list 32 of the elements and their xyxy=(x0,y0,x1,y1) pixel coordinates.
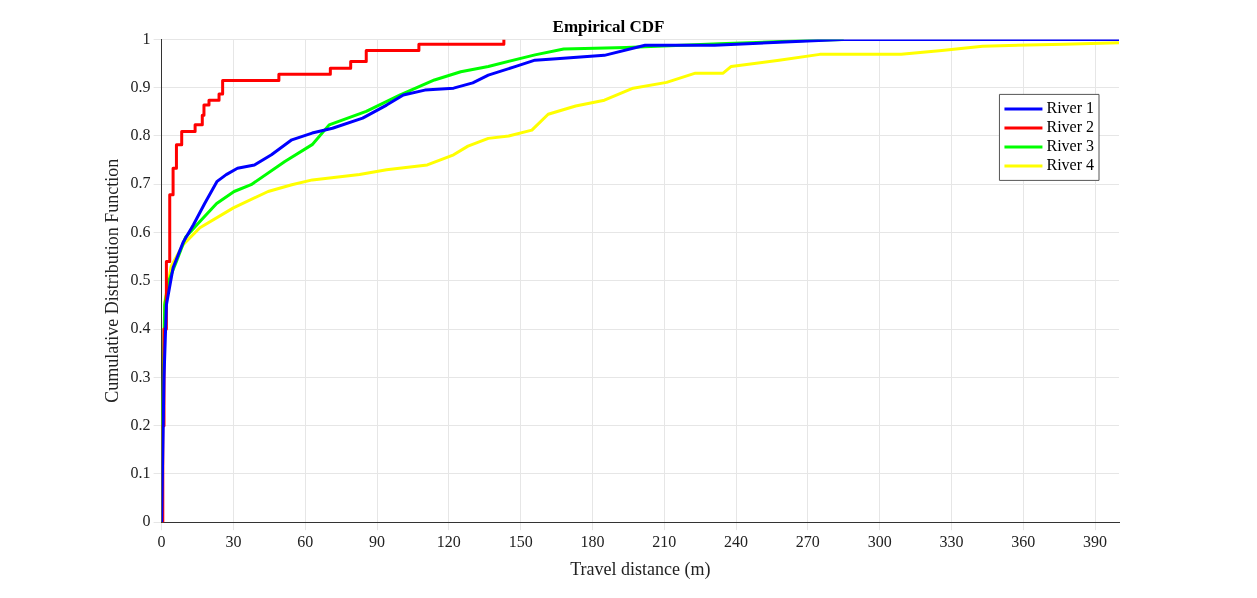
y-tick-label: 0.5 xyxy=(130,271,151,288)
y-tick-label: 0.7 xyxy=(130,174,151,192)
x-tick-label: 270 xyxy=(795,533,820,550)
legend-label: River 4 xyxy=(1046,156,1094,174)
x-tick-label: 360 xyxy=(1011,533,1036,550)
y-tick-label: 0.8 xyxy=(130,126,151,144)
x-tick-label: 90 xyxy=(369,533,386,550)
x-tick-label: 390 xyxy=(1083,533,1108,550)
legend-label: River 3 xyxy=(1046,137,1094,155)
y-tick-label: 0.1 xyxy=(130,464,151,482)
x-tick-label: 330 xyxy=(939,533,964,550)
y-tick-label: 0.6 xyxy=(130,222,151,240)
x-tick-label: 0 xyxy=(157,533,166,550)
y-tick-label: 0.4 xyxy=(130,319,151,337)
y-tick-label: 1 xyxy=(142,29,151,47)
legend-label: River 2 xyxy=(1046,118,1094,136)
x-tick-label: 210 xyxy=(652,533,677,550)
x-tick-label: 300 xyxy=(867,533,892,550)
x-tick-label: 120 xyxy=(436,533,461,550)
x-tick-label: 150 xyxy=(508,533,533,550)
x-axis-title: Travel distance (m) xyxy=(570,558,711,580)
x-tick-label: 30 xyxy=(225,533,242,550)
legend-label: River 1 xyxy=(1046,99,1094,117)
chart-title: Empirical CDF xyxy=(552,16,665,36)
x-tick-label: 180 xyxy=(580,533,605,550)
x-tick-label: 60 xyxy=(297,533,314,550)
y-tick-label: 0.3 xyxy=(130,367,151,385)
y-tick-label: 0.2 xyxy=(130,415,151,433)
y-tick-label: 0 xyxy=(142,512,151,530)
y-axis-title: Cumulative Distribution Function xyxy=(101,158,122,403)
x-tick-label: 240 xyxy=(724,533,749,550)
y-tick-label: 0.9 xyxy=(130,77,151,95)
